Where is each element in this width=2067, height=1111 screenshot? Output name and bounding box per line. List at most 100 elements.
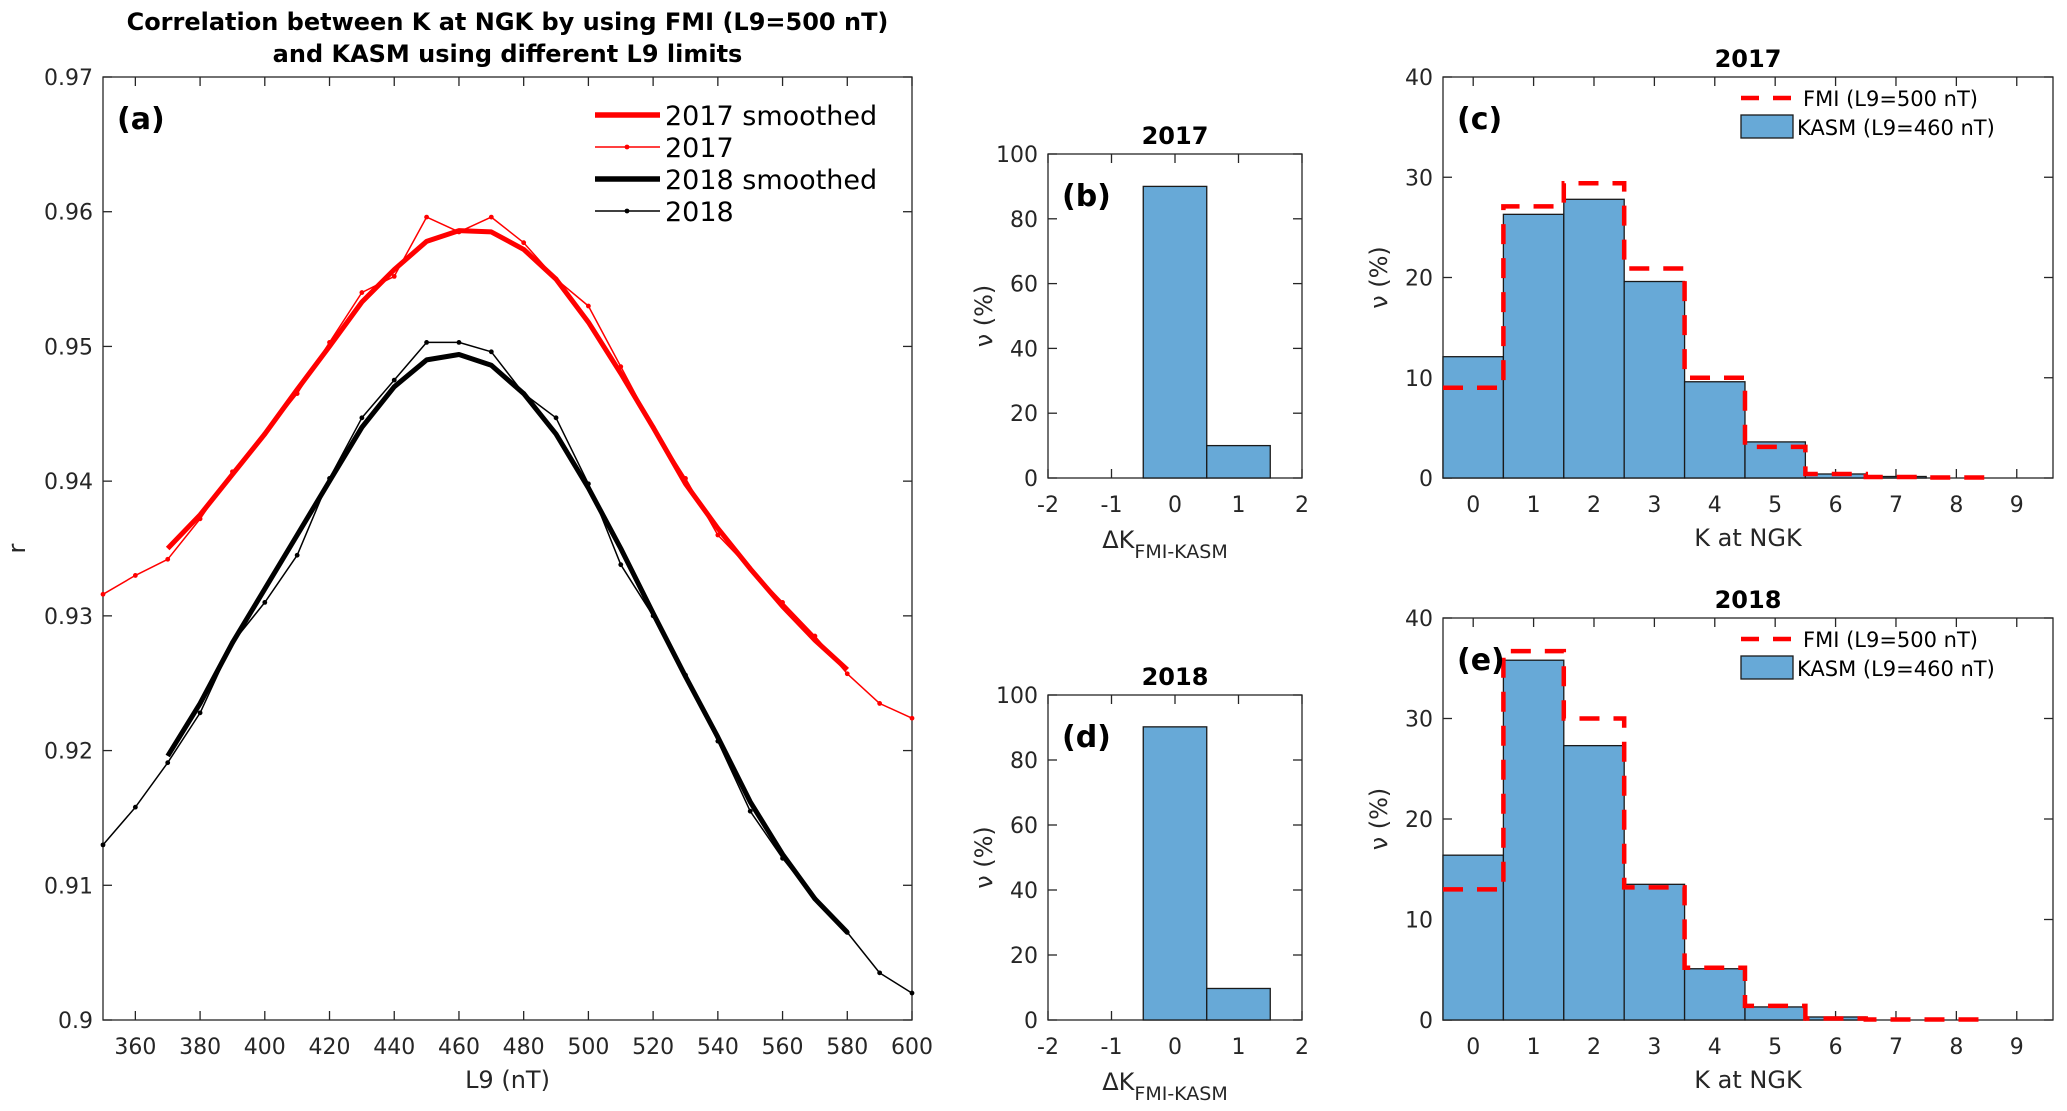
- data-point: [359, 290, 365, 295]
- series-line-2017-smoothed: [165, 228, 849, 672]
- x-tick-label: 360: [114, 1035, 156, 1060]
- histogram-bar: [1683, 381, 1746, 479]
- data-point: [230, 640, 235, 646]
- y-tick-label: 0.96: [44, 201, 93, 226]
- data-point: [618, 364, 624, 370]
- panel-label: (c): [1457, 102, 1502, 137]
- panel-c: 0 1 2 3 4 5 6 7 8 9 0 10 20 30 40 2017 (c) K at NGK ν (%) F…: [1365, 45, 2054, 552]
- y-tick-label: 100: [996, 684, 1038, 709]
- data-point: [877, 701, 883, 706]
- x-tick-label: -2: [1037, 1035, 1059, 1060]
- data-point: [909, 715, 915, 721]
- x-tick-label: 500: [567, 1035, 609, 1060]
- y-tick-label: 100: [996, 143, 1038, 168]
- legend-entry: FMI (L9=500 nT): [1803, 628, 1978, 652]
- data-point: [618, 562, 624, 568]
- data-point: [456, 229, 462, 235]
- data-point: [650, 613, 656, 619]
- panel-label: (d): [1062, 720, 1111, 755]
- data-point: [488, 214, 494, 220]
- histogram-bar: [1442, 854, 1505, 1021]
- x-tick-label: 2: [1295, 1035, 1309, 1060]
- data-point: [715, 738, 721, 744]
- data-point: [197, 516, 203, 522]
- data-point: [100, 842, 106, 848]
- data-point: [586, 481, 591, 487]
- y-axis-label: ν (%): [970, 826, 998, 889]
- histogram-bar: [1502, 213, 1565, 479]
- x-tick-label: 6: [1829, 1035, 1843, 1060]
- data-point: [683, 476, 688, 481]
- data-point: [359, 415, 365, 421]
- x-tick-label: 3: [1647, 493, 1661, 518]
- y-tick-label: 0: [1024, 467, 1038, 492]
- data-point: [844, 930, 850, 935]
- y-tick-label: 80: [1010, 749, 1038, 774]
- y-tick-label: 30: [1405, 708, 1433, 733]
- histogram-bar: [1502, 659, 1565, 1021]
- x-tick-label: 4: [1708, 493, 1722, 518]
- y-tick-label: 10: [1405, 909, 1433, 934]
- panel-label: (a): [117, 102, 165, 137]
- data-point: [521, 240, 527, 246]
- data-point: [747, 566, 753, 572]
- x-axis-label: K at NGK: [1694, 1066, 1803, 1094]
- histogram-bar: [1623, 280, 1686, 479]
- x-tick-label: 6: [1829, 493, 1843, 518]
- y-tick-label: 0.97: [44, 66, 93, 91]
- data-point: [812, 896, 818, 902]
- y-tick-label: 30: [1405, 166, 1433, 191]
- series-line-2018-smoothed: [165, 352, 850, 935]
- data-point: [327, 339, 332, 345]
- x-tick-label: 2: [1295, 493, 1309, 518]
- fmi-step-line: [1443, 181, 1987, 480]
- y-tick-label: 40: [1010, 337, 1038, 362]
- data-point: [909, 990, 915, 996]
- legend-bar-swatch: [1740, 114, 1794, 139]
- panel-label: (b): [1062, 179, 1111, 214]
- x-tick-label: 9: [2010, 1035, 2024, 1060]
- data-point: [424, 214, 429, 220]
- x-tick-label: 0: [1466, 493, 1480, 518]
- data-point: [488, 349, 494, 355]
- x-tick-label: 600: [891, 1035, 933, 1060]
- data-point: [391, 377, 397, 383]
- data-point: [747, 808, 753, 814]
- x-tick-label: 560: [762, 1035, 804, 1060]
- x-tick-label: 400: [244, 1035, 286, 1060]
- x-tick-label: 1: [1232, 1035, 1246, 1060]
- histogram-bar: [1142, 726, 1208, 1021]
- data-point: [132, 804, 138, 810]
- series-line-2017: [102, 216, 913, 719]
- x-tick-label: 2: [1587, 493, 1601, 518]
- data-point: [230, 469, 235, 475]
- x-tick-label: -1: [1101, 493, 1123, 518]
- y-tick-label: 0.93: [44, 605, 93, 630]
- y-tick-label: 0: [1024, 1009, 1038, 1034]
- x-tick-label: 380: [179, 1035, 221, 1060]
- data-point: [812, 633, 818, 639]
- x-axis-label: ΔKFMI-KASM: [1102, 1068, 1228, 1105]
- x-tick-label: 0: [1168, 1035, 1182, 1060]
- chart-title-line: Correlation between K at NGK by using FM…: [127, 8, 889, 36]
- x-axis-label: L9 (nT): [465, 1066, 550, 1094]
- y-tick-label: 0.91: [44, 874, 93, 899]
- y-tick-label: 0.94: [44, 470, 93, 495]
- chart-title: 2017: [1715, 45, 1782, 73]
- x-axis-label: ΔKFMI-KASM: [1102, 526, 1228, 563]
- chart-title-line: and KASM using different L9 limits: [273, 40, 743, 68]
- x-tick-label: 0: [1466, 1035, 1480, 1060]
- chart-title: 2018: [1142, 663, 1209, 691]
- histogram-bar: [1563, 198, 1625, 479]
- data-point: [586, 303, 591, 309]
- histogram-bar: [1206, 987, 1271, 1021]
- panel-label: (e): [1457, 643, 1505, 678]
- histogram-bar: [1744, 1006, 1807, 1021]
- panel-a: 360 380 400 420 440 460 480 500 520 540 560 580 600 0…: [3, 8, 933, 1094]
- legend-entry: 2017: [665, 133, 734, 164]
- y-tick-label: 0.95: [44, 335, 93, 360]
- data-point: [456, 339, 462, 345]
- histogram-bar: [1142, 185, 1208, 479]
